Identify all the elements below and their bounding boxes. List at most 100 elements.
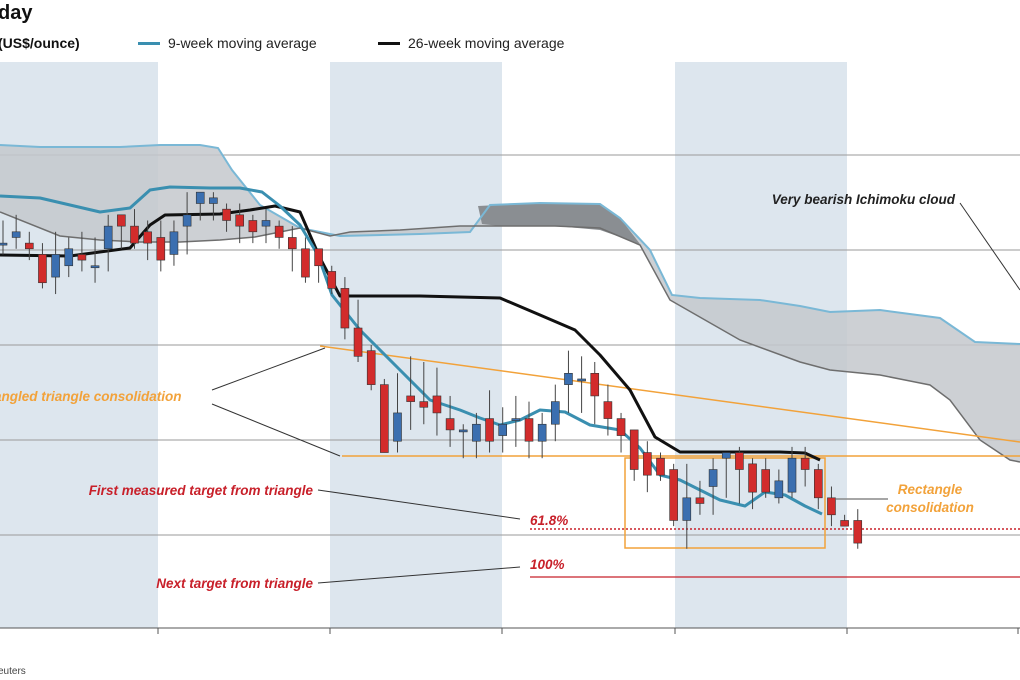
annotation-first-target: First measured target from triangle xyxy=(89,483,314,498)
candle-body-41 xyxy=(537,423,547,442)
candle-11 xyxy=(143,220,152,261)
candle-body-14 xyxy=(182,214,192,227)
candle-body-13 xyxy=(169,231,179,255)
candle-57 xyxy=(748,458,757,510)
candle-37 xyxy=(485,390,494,453)
candle-body-12 xyxy=(156,237,166,261)
fib-100-label: 100% xyxy=(530,557,565,572)
candle-31 xyxy=(406,356,415,430)
candle-12 xyxy=(156,220,166,272)
candle-body-7 xyxy=(90,265,100,269)
candle-53 xyxy=(695,480,705,515)
candle-body-1 xyxy=(11,231,21,238)
annotations: angled triangle consolidation First meas… xyxy=(0,192,974,591)
legend-swatch-ma9 xyxy=(138,41,160,45)
candle-body-47 xyxy=(616,418,626,436)
candle-body-10 xyxy=(130,225,139,244)
candles xyxy=(0,191,863,549)
candle-body-46 xyxy=(603,401,613,419)
candle-body-18 xyxy=(235,214,244,227)
candle-30 xyxy=(393,373,402,453)
moving-averages xyxy=(0,185,823,516)
candle-body-30 xyxy=(393,412,402,442)
candle-body-50 xyxy=(656,457,665,476)
legend-item-ma9: 9-week moving average xyxy=(138,35,317,51)
candle-13 xyxy=(169,220,179,266)
candle-body-37 xyxy=(485,418,494,442)
candle-body-40 xyxy=(524,418,534,442)
candle-46 xyxy=(603,384,613,436)
candle-body-60 xyxy=(787,457,797,493)
ma26-line xyxy=(0,204,821,462)
candle-body-26 xyxy=(340,288,350,329)
candle-body-17 xyxy=(222,208,231,221)
candle-42 xyxy=(550,384,560,442)
candle-body-62 xyxy=(813,469,823,499)
candle-40 xyxy=(524,401,534,459)
candle-36 xyxy=(472,412,481,459)
candle-body-38 xyxy=(498,423,508,436)
candle-body-53 xyxy=(695,497,705,504)
candle-body-58 xyxy=(761,469,771,493)
candle-41 xyxy=(537,412,547,459)
candle-body-45 xyxy=(590,372,600,397)
candle-body-28 xyxy=(366,350,376,385)
candle-44 xyxy=(577,356,586,413)
y-axis-unit-label: (US$/ounce) xyxy=(0,35,80,51)
candle-body-56 xyxy=(735,452,744,470)
chart-title: day xyxy=(0,2,33,24)
candle-body-5 xyxy=(64,248,74,267)
candle-15 xyxy=(195,191,205,221)
candle-body-25 xyxy=(327,271,337,289)
candle-16 xyxy=(209,192,218,221)
annotation-next-target: Next target from triangle xyxy=(156,576,313,591)
legend-label-ma26: 26-week moving average xyxy=(408,35,565,51)
candle-body-11 xyxy=(143,231,152,244)
candle-10 xyxy=(130,209,139,249)
candle-52 xyxy=(682,463,692,549)
candle-body-32 xyxy=(419,401,429,408)
candle-33 xyxy=(432,367,442,436)
candle-45 xyxy=(590,361,600,425)
candle-0 xyxy=(0,220,8,255)
candle-body-36 xyxy=(472,423,481,442)
candle-body-51 xyxy=(669,469,678,521)
candle-body-48 xyxy=(629,429,639,470)
candle-body-65 xyxy=(853,520,863,544)
candle-50 xyxy=(656,452,665,481)
candle-18 xyxy=(235,203,244,244)
candle-body-55 xyxy=(721,452,731,459)
candle-body-27 xyxy=(353,327,363,357)
candle-body-20 xyxy=(261,220,271,227)
candle-51 xyxy=(669,463,678,527)
candle-4 xyxy=(51,231,60,295)
candle-62 xyxy=(813,463,823,510)
candle-39 xyxy=(511,395,521,447)
candle-43 xyxy=(564,350,573,413)
candle-65 xyxy=(853,509,863,549)
candle-3 xyxy=(38,243,47,289)
candle-body-33 xyxy=(432,395,442,414)
triangle-pointer-upper xyxy=(211,347,326,391)
candle-body-34 xyxy=(445,418,455,431)
candle-58 xyxy=(761,458,771,498)
candle-body-54 xyxy=(708,469,718,487)
candle-body-21 xyxy=(274,225,284,238)
candle-7 xyxy=(90,237,100,283)
candle-22 xyxy=(287,226,297,272)
ma9-line xyxy=(0,185,823,516)
candle-56 xyxy=(735,446,744,504)
candle-9 xyxy=(117,214,126,249)
candle-47 xyxy=(616,412,626,453)
cloud-dark-fill xyxy=(478,203,640,244)
legend-item-ma26: 26-week moving average xyxy=(378,35,564,51)
candle-body-57 xyxy=(748,463,757,493)
candle-body-61 xyxy=(800,457,810,470)
candle-body-0 xyxy=(0,242,8,246)
candle-27 xyxy=(353,299,363,362)
candle-29 xyxy=(380,378,389,453)
pattern-lines xyxy=(211,202,1020,584)
candle-48 xyxy=(629,429,639,481)
candle-body-64 xyxy=(840,520,849,527)
candle-21 xyxy=(274,220,284,249)
